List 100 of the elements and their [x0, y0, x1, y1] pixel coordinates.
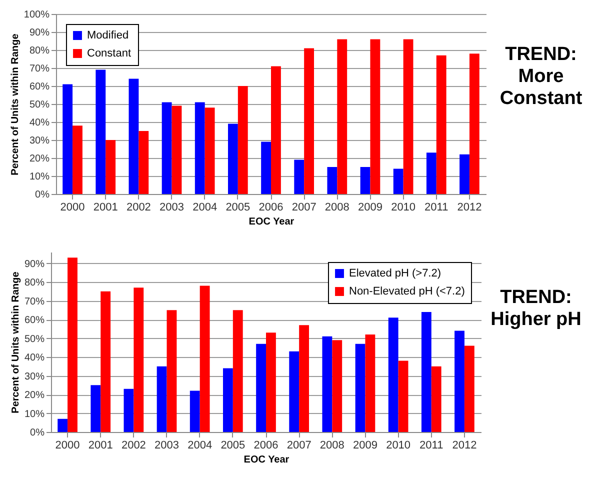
- bar: [96, 70, 106, 194]
- bar: [403, 39, 414, 194]
- x-tick-label: 2007: [286, 440, 312, 452]
- bar: [337, 39, 348, 194]
- y-axis-title: Percent of Units within Range: [10, 271, 22, 414]
- y-tick-label: 70%: [29, 64, 50, 74]
- bar: [138, 131, 149, 194]
- bar: [190, 390, 200, 432]
- bar: [58, 418, 68, 432]
- legend-label: Non-Elevated pH (<7.2): [349, 286, 465, 298]
- bar: [304, 48, 314, 194]
- bar: [106, 140, 116, 194]
- x-tick-label: 2003: [160, 202, 184, 214]
- bar: [261, 142, 271, 194]
- bar: [398, 360, 408, 432]
- x-tick-label: 2009: [352, 440, 378, 452]
- y-tick-label: 10%: [29, 172, 50, 182]
- x-tick-label: 2009: [358, 202, 382, 214]
- bar: [256, 344, 266, 432]
- x-tick-label: 2001: [93, 202, 118, 214]
- x-tick-label: 2005: [226, 202, 250, 214]
- legend-label: Modified: [87, 30, 129, 42]
- bar: [124, 388, 134, 432]
- bar: [90, 385, 101, 432]
- legend-label: Elevated pH (>7.2): [349, 268, 442, 280]
- x-tick-label: 2004: [192, 202, 218, 214]
- y-axis-title: Percent of Units within Range: [10, 33, 21, 176]
- bar: [332, 340, 342, 432]
- bar: [289, 351, 300, 432]
- bar: [454, 330, 464, 432]
- text: TREND: Higher pH: [490, 287, 582, 331]
- y-tick-label: 80%: [29, 46, 50, 56]
- bar: [162, 102, 172, 194]
- bar: [128, 78, 139, 194]
- bar: [460, 154, 470, 194]
- y-tick-label: 20%: [24, 390, 45, 401]
- y-tick-label: 90%: [24, 258, 45, 270]
- bar: [232, 310, 243, 432]
- x-tick-label: 2012: [457, 202, 482, 214]
- y-tick-label: 30%: [24, 371, 45, 382]
- x-axis-title: EOC Year: [244, 454, 290, 466]
- x-tick-label: 2010: [391, 202, 416, 214]
- y-tick-label: 50%: [24, 334, 45, 345]
- x-axis-title: EOC Year: [248, 216, 294, 228]
- bar: [68, 258, 78, 432]
- x-tick-label: 2004: [188, 440, 212, 452]
- bar: [72, 126, 82, 194]
- bar: [156, 366, 167, 432]
- bar: [238, 86, 248, 194]
- y-tick-label: 70%: [24, 296, 45, 308]
- x-tick-label: 2003: [154, 440, 180, 452]
- bar: [355, 344, 366, 432]
- x-tick-label: 2008: [320, 440, 344, 452]
- y-tick-label: 90%: [29, 28, 50, 38]
- x-tick-label: 2000: [55, 440, 80, 452]
- x-tick-label: 2005: [220, 440, 246, 452]
- y-tick-label: 0%: [30, 428, 45, 438]
- bar: [426, 152, 436, 194]
- bar: [421, 312, 432, 432]
- x-tick-label: 2011: [420, 440, 444, 452]
- bar: [360, 167, 370, 194]
- x-tick-label: 2007: [292, 202, 316, 214]
- y-tick-label: 30%: [29, 136, 50, 146]
- y-tick-label: 60%: [24, 315, 45, 326]
- legend-label: Constant: [87, 48, 132, 60]
- y-tick-label: 10%: [24, 408, 45, 420]
- x-tick-label: 2012: [452, 440, 477, 452]
- bar: [469, 54, 480, 194]
- text: TREND: More Constant: [498, 44, 584, 110]
- bar: [327, 167, 338, 194]
- bar: [464, 346, 474, 432]
- x-tick-label: 2011: [424, 202, 448, 214]
- bar: [436, 55, 446, 194]
- bar: [223, 368, 233, 432]
- bar: [322, 336, 332, 432]
- bar: [266, 332, 276, 432]
- bar: [134, 288, 144, 432]
- bar: [166, 310, 177, 432]
- bar: [393, 168, 404, 194]
- y-tick-label: 60%: [29, 82, 50, 92]
- y-tick-label: 40%: [29, 118, 50, 128]
- x-tick-label: 2010: [386, 440, 411, 452]
- x-tick-label: 2006: [258, 202, 284, 214]
- bar: [294, 160, 304, 194]
- y-tick-label: 80%: [24, 278, 45, 288]
- bar: [271, 66, 281, 194]
- y-tick-label: 0%: [35, 190, 50, 200]
- x-tick-label: 2000: [60, 202, 85, 214]
- bar: [431, 366, 442, 432]
- x-tick-label: 2008: [324, 202, 350, 214]
- bar: [172, 106, 182, 194]
- bar: [200, 286, 210, 432]
- bar: [62, 84, 73, 194]
- y-tick-label: 50%: [29, 100, 50, 110]
- bar: [365, 334, 376, 432]
- bar: [194, 102, 205, 194]
- x-tick-label: 2002: [121, 440, 146, 452]
- bar: [204, 108, 215, 194]
- y-tick-label: 20%: [29, 154, 50, 164]
- y-tick-label: 40%: [24, 352, 45, 364]
